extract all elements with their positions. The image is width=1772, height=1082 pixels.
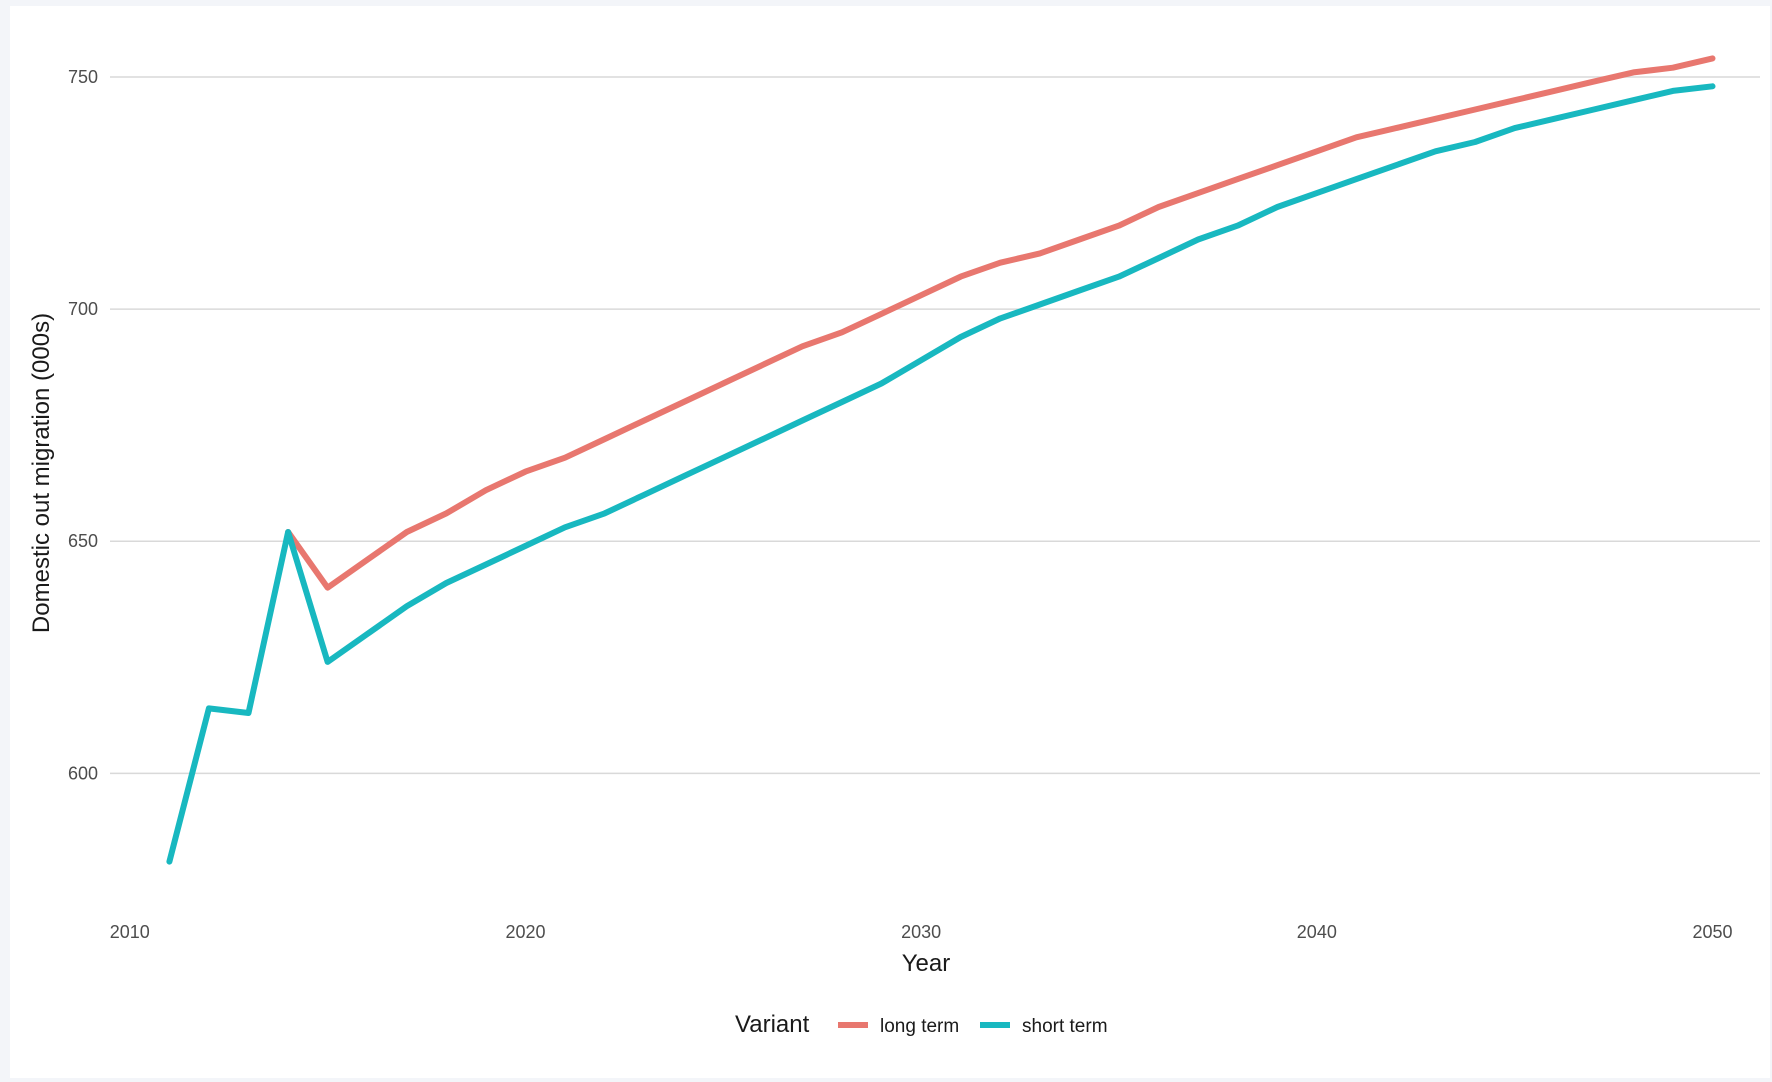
x-tick-label: 2040: [1297, 922, 1337, 942]
line-chart: 600 650 700 750 2010 2020 2030 2040 2050 Year D…: [28, 55, 1760, 1038]
y-tick-label: 700: [68, 299, 98, 319]
x-tick-label: 2010: [110, 922, 150, 942]
y-tick-label: 750: [68, 67, 98, 87]
legend-label-short-term: short term: [1022, 1016, 1108, 1037]
legend-label-long-term: long term: [880, 1016, 959, 1037]
y-axis-ticks: 600 650 700 750: [68, 67, 98, 783]
gridlines: [110, 76, 1760, 775]
x-tick-label: 2020: [505, 922, 545, 942]
x-tick-label: 2050: [1692, 922, 1732, 942]
chart-card: 600 650 700 750 2010 2020 2030 2040 2050 Year D…: [10, 6, 1770, 1078]
legend-items: long term short term: [838, 1016, 1108, 1037]
x-tick-label: 2030: [901, 922, 941, 942]
y-tick-label: 600: [68, 763, 98, 783]
x-axis-ticks: 2010 2020 2030 2040 2050: [110, 922, 1733, 942]
y-axis-title: Domestic out migration (000s): [28, 313, 55, 633]
series-lines: [166, 55, 1716, 865]
series-line-short-term: [166, 83, 1716, 865]
x-axis-title: Year: [902, 950, 951, 977]
y-tick-label: 650: [68, 531, 98, 551]
legend-title: Variant: [735, 1011, 810, 1038]
legend: Variant long term short term: [735, 1011, 1108, 1038]
series-line-long-term: [285, 55, 1716, 591]
